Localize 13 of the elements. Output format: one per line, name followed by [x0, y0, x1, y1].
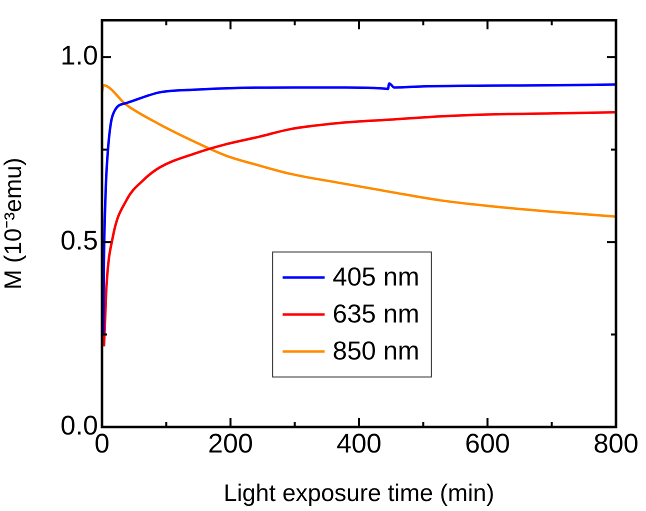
- legend-label: 850 nm: [332, 336, 420, 366]
- x-tick-label: 800: [593, 428, 639, 459]
- y-tick-label: 0.5: [60, 226, 98, 256]
- x-axis-title: Light exposure time (min): [224, 480, 494, 508]
- y-tick-label: 1.0: [60, 40, 98, 71]
- x-tick-label: 600: [464, 428, 510, 459]
- x-tick-label: 200: [208, 428, 254, 459]
- x-tick-label: 400: [336, 428, 382, 459]
- y-axis-title: M (10⁻³emu): [0, 158, 28, 290]
- legend-label: 635 nm: [332, 298, 420, 329]
- legend-label: 405 nm: [332, 262, 420, 292]
- line-series: [102, 82, 616, 336]
- line-series: [102, 84, 616, 218]
